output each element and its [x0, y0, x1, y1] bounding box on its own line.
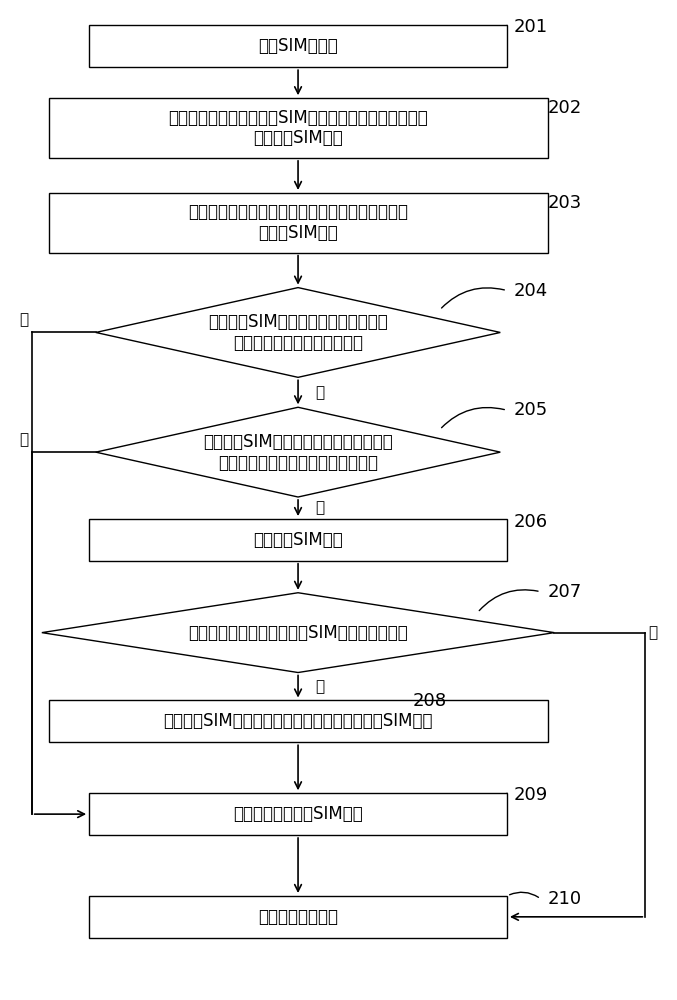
Polygon shape: [95, 407, 500, 497]
Text: 激活所述SIM信息: 激活所述SIM信息: [253, 531, 343, 549]
Text: 否: 否: [19, 312, 28, 327]
Polygon shape: [42, 593, 554, 673]
FancyArrowPatch shape: [543, 196, 547, 201]
Text: 判断当前使用时间是否处于SIM信息的有效期内: 判断当前使用时间是否处于SIM信息的有效期内: [188, 624, 408, 642]
Text: 207: 207: [548, 583, 582, 601]
FancyBboxPatch shape: [49, 98, 548, 158]
Polygon shape: [95, 288, 500, 377]
Text: 202: 202: [548, 99, 582, 117]
Text: 是: 是: [649, 625, 658, 640]
Text: 210: 210: [548, 890, 582, 908]
FancyBboxPatch shape: [49, 193, 548, 253]
Text: 是: 是: [315, 500, 324, 515]
FancyBboxPatch shape: [89, 25, 507, 67]
Text: 正常使用移动终端: 正常使用移动终端: [258, 908, 338, 926]
Text: 206: 206: [514, 513, 548, 531]
Text: 登陆SIM服务器: 登陆SIM服务器: [258, 37, 338, 55]
Text: 判断所述SIM信息在所述移动终端上的
存储时间是否在文件有效期内: 判断所述SIM信息在所述移动终端上的 存储时间是否在文件有效期内: [208, 313, 388, 352]
Text: 是: 是: [315, 385, 324, 400]
FancyBboxPatch shape: [89, 896, 507, 938]
Text: 203: 203: [548, 194, 582, 212]
Text: 209: 209: [514, 786, 548, 804]
Text: 205: 205: [514, 401, 548, 419]
FancyBboxPatch shape: [89, 519, 507, 561]
FancyArrowPatch shape: [510, 892, 538, 897]
FancyArrowPatch shape: [441, 288, 504, 308]
Text: 208: 208: [413, 692, 447, 710]
Text: 提示用户SIM信息已失效，并提示用户下载新的SIM信息: 提示用户SIM信息已失效，并提示用户下载新的SIM信息: [163, 712, 433, 730]
Text: 当用户到达漫游目的地后，确定与所述漫游目的地
对应的SIM信息: 当用户到达漫游目的地后，确定与所述漫游目的地 对应的SIM信息: [188, 203, 408, 242]
FancyArrowPatch shape: [479, 590, 538, 611]
FancyArrowPatch shape: [441, 408, 504, 428]
Text: 根据漫游目的地，从所述SIM服务器下载与所述漫游目的
地对应的SIM信息: 根据漫游目的地，从所述SIM服务器下载与所述漫游目的 地对应的SIM信息: [168, 109, 428, 147]
Text: 201: 201: [514, 18, 548, 36]
Text: 204: 204: [514, 282, 548, 300]
Text: 判断所述SIM信息中的运营商的参数与当
前提供服务的运营商的参数是否相同: 判断所述SIM信息中的运营商的参数与当 前提供服务的运营商的参数是否相同: [203, 433, 393, 472]
FancyBboxPatch shape: [89, 793, 507, 835]
Text: 否: 否: [315, 679, 324, 694]
FancyArrowPatch shape: [408, 702, 545, 722]
Text: 提示用户下载新的SIM信息: 提示用户下载新的SIM信息: [233, 805, 363, 823]
Text: 否: 否: [19, 432, 28, 447]
FancyBboxPatch shape: [49, 700, 548, 742]
FancyArrowPatch shape: [543, 101, 547, 107]
